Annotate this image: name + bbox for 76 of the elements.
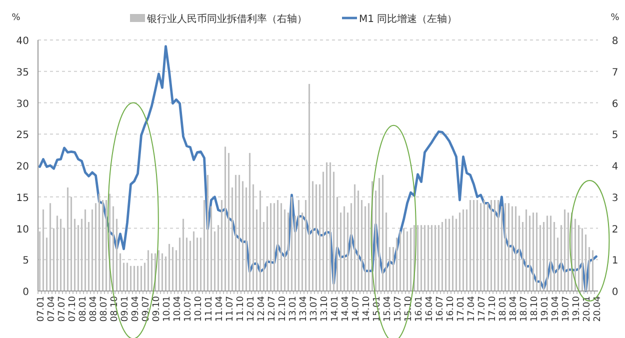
x-tick-label: 10.10	[194, 296, 204, 322]
x-tick-label: 10.04	[172, 296, 183, 322]
x-tick-label: 17.01	[456, 296, 466, 322]
x-tick-label: 07.07	[57, 296, 68, 322]
x-tick-label: 15.04	[382, 296, 393, 322]
legend-label: M1 同比增速（左轴）	[359, 13, 458, 25]
x-tick-label: 09.04	[130, 296, 141, 322]
x-tick-label: 16.01	[414, 296, 424, 322]
x-tick-label: 13.10	[320, 296, 330, 322]
x-tick-label: 12.01	[246, 296, 256, 322]
x-tick-label: 16.10	[446, 296, 456, 322]
x-tick-label: 17.10	[488, 296, 498, 322]
y2-tick-label: 7	[612, 67, 618, 78]
x-tick-label: 18.04	[508, 296, 519, 322]
y-tick-label: 10	[16, 224, 29, 236]
x-tick-label: 08.04	[88, 296, 99, 322]
legend-label: 银行业人民币同业拆借利率（右轴）	[146, 13, 307, 25]
x-tick-label: 08.10	[110, 296, 120, 322]
x-tick-label: 15.01	[372, 296, 382, 322]
y-tick-label: 25	[16, 130, 29, 142]
y-tick-label: 20	[16, 162, 29, 172]
x-tick-label: 15.07	[393, 296, 404, 322]
x-tick-label: 14.04	[340, 296, 351, 322]
x-tick-label: 12.10	[278, 296, 288, 322]
y2-tick-label: 5	[612, 130, 618, 142]
y2-axis-title: %	[610, 13, 620, 23]
x-tick-label: 14.01	[330, 296, 340, 322]
x-tick-label: 12.04	[256, 296, 267, 322]
y2-tick-label: 2	[612, 224, 618, 236]
x-tick-label: 08.01	[78, 296, 88, 322]
x-tick-label: 15.10	[404, 296, 414, 322]
x-tick-label: 09.01	[120, 296, 130, 322]
y2-tick-label: 1	[612, 256, 618, 267]
x-tick-label: 18.01	[498, 296, 508, 322]
x-tick-label: 19.10	[572, 296, 582, 322]
y-axis-title: %	[12, 13, 21, 23]
x-tick-label: 17.04	[466, 296, 477, 322]
y-tick-label: 30	[16, 98, 29, 110]
y-tick-label: 5	[22, 256, 29, 267]
y-tick-label: 35	[16, 67, 29, 78]
x-tick-label: 20.01	[582, 296, 592, 322]
x-tick-label: 07.10	[68, 296, 78, 322]
y2-tick-label: 3	[612, 192, 618, 204]
x-tick-label: 07.01	[36, 296, 46, 322]
x-tick-label: 19.01	[540, 296, 550, 322]
y-tick-label: 40	[16, 36, 29, 47]
x-tick-label: 10.01	[162, 296, 172, 322]
x-tick-label: 09.10	[152, 296, 162, 322]
x-tick-label: 07.04	[46, 296, 57, 322]
y-tick-label: 15	[16, 192, 29, 204]
y2-tick-label: 4	[612, 162, 618, 172]
y-tick-label: 0	[22, 287, 29, 298]
x-tick-label: 09.07	[141, 296, 152, 322]
x-tick-label: 08.07	[99, 296, 110, 322]
x-tick-label: 17.07	[477, 296, 488, 322]
x-tick-label: 11.07	[225, 296, 236, 322]
x-tick-label: 12.07	[267, 296, 278, 322]
x-tick-label: 20.04	[592, 296, 603, 322]
x-tick-label: 14.07	[351, 296, 362, 322]
x-tick-label: 19.04	[550, 296, 561, 322]
x-tick-label: 16.07	[435, 296, 446, 322]
y2-tick-label: 0	[612, 287, 618, 298]
y2-tick-label: 8	[612, 36, 618, 47]
x-tick-label: 19.07	[561, 296, 572, 322]
x-tick-label: 18.10	[530, 296, 540, 322]
x-tick-label: 13.07	[309, 296, 320, 322]
x-tick-label: 11.04	[214, 296, 225, 322]
x-tick-label: 18.07	[519, 296, 530, 322]
x-tick-label: 10.07	[183, 296, 194, 322]
x-tick-label: 13.01	[288, 296, 298, 322]
x-tick-label: 16.04	[424, 296, 435, 322]
x-tick-label: 11.01	[204, 296, 214, 322]
x-tick-label: 14.10	[362, 296, 372, 322]
x-tick-label: 11.10	[236, 296, 246, 322]
y2-tick-label: 6	[612, 98, 618, 110]
x-tick-label: 13.04	[298, 296, 309, 322]
